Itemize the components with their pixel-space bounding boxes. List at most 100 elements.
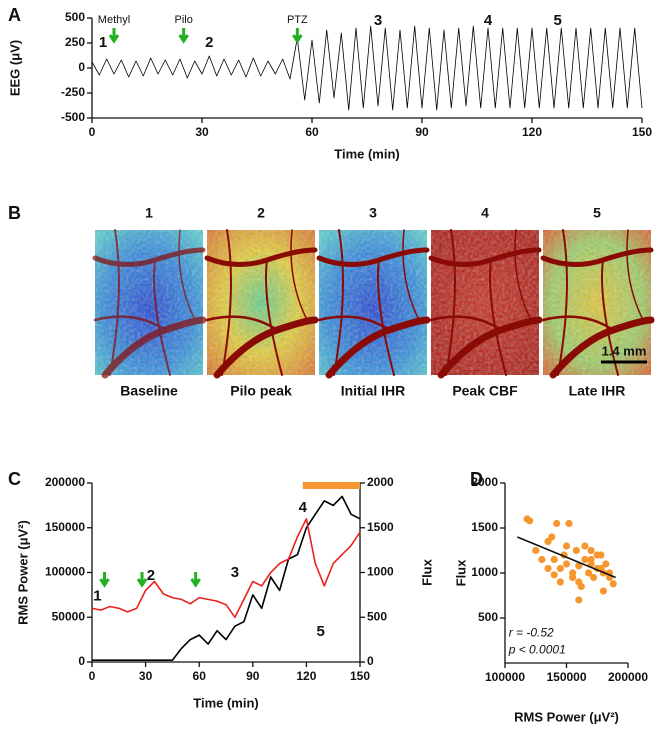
- image-panel: 1 2 3 4 5 Baseline Pilo peak Initial IHR…: [95, 205, 651, 399]
- annotation: Methyl: [98, 14, 130, 26]
- data-line: [91, 25, 643, 111]
- scatter-point: [585, 569, 593, 577]
- scatter-point: [538, 555, 546, 564]
- x-tick-label: 150: [350, 669, 370, 683]
- x-tick-label: 60: [193, 669, 207, 683]
- annotation: p < 0.0001: [508, 643, 566, 657]
- drug-arrow: [108, 28, 120, 44]
- scatter-point: [553, 519, 561, 528]
- scatter-point: [581, 555, 589, 564]
- scatter-point: [532, 546, 540, 555]
- event-arrow: [99, 572, 110, 588]
- image-caption: Pilo peak: [230, 383, 292, 399]
- x-axis-label: RMS Power (μV²): [514, 709, 619, 724]
- scatter-point: [550, 571, 558, 579]
- scale-bar-label: 1.4 mm: [602, 343, 647, 358]
- y2-tick-label: 500: [367, 609, 387, 623]
- y-tick-label: 1000: [471, 565, 498, 579]
- annotation: Pilo: [174, 14, 192, 26]
- scatter-point: [556, 564, 564, 573]
- image-number: 5: [593, 205, 601, 221]
- drug-arrow: [178, 28, 189, 44]
- scatter-point: [581, 542, 589, 550]
- y-tick-label: 100000: [45, 565, 85, 579]
- image-caption: Initial IHR: [341, 383, 406, 399]
- image-number: 4: [481, 205, 489, 221]
- x-tick-label: 150000: [546, 670, 586, 684]
- event-arrow: [136, 572, 148, 588]
- annotation: 2: [147, 567, 155, 584]
- annotation: 1: [99, 34, 107, 51]
- x-tick-label: 90: [415, 125, 429, 139]
- data-line: [92, 495, 361, 661]
- x-tick-label: 60: [305, 125, 319, 139]
- y-tick-label: 0: [78, 654, 85, 668]
- scatter-point: [575, 596, 583, 604]
- y2-axis-label: Flux: [419, 558, 434, 585]
- y-axis-label: RMS Power (μV²): [15, 520, 30, 625]
- x-tick-label: 30: [195, 125, 209, 139]
- scatter-point: [550, 555, 558, 564]
- flow-image: [543, 230, 651, 375]
- panel-label: D: [470, 469, 483, 489]
- y-axis-label: EEG (μV): [7, 40, 22, 96]
- annotation: 5: [553, 12, 561, 29]
- scatter-point: [575, 578, 583, 586]
- image-caption: Baseline: [120, 383, 178, 399]
- flow-image: [319, 230, 427, 375]
- y-axis-label: Flux: [453, 559, 468, 586]
- y2-tick-label: 1500: [367, 520, 394, 534]
- scatter-point: [587, 560, 595, 568]
- y-tick-label: 200000: [45, 475, 85, 489]
- x-tick-label: 120: [522, 125, 542, 139]
- annotation: 1: [93, 588, 101, 605]
- x-tick-label: 30: [139, 669, 153, 683]
- y-tick-label: 500: [65, 10, 85, 24]
- x-tick-label: 0: [89, 669, 96, 683]
- image-number: 3: [369, 205, 377, 221]
- scatter-point: [544, 564, 552, 573]
- y-tick-label: -250: [61, 85, 85, 99]
- y-tick-label: 250: [65, 35, 85, 49]
- annotation: 3: [374, 12, 382, 29]
- y-tick-label: 150000: [45, 520, 85, 534]
- scatter-point: [565, 519, 573, 528]
- annotation: PTZ: [287, 14, 308, 26]
- scatter-point: [562, 560, 571, 568]
- annotation: 4: [299, 499, 308, 516]
- scatter-point: [602, 560, 610, 568]
- x-tick-label: 0: [89, 125, 96, 139]
- x-tick-label: 100000: [485, 670, 525, 684]
- scatter-point: [587, 546, 595, 555]
- fit-line: [517, 536, 616, 579]
- scatter-point: [575, 562, 583, 570]
- x-axis-label: Time (min): [334, 146, 400, 161]
- y2-tick-label: 0: [367, 654, 374, 668]
- event-arrow: [190, 572, 201, 588]
- panel-label: C: [8, 469, 21, 489]
- image-number: 2: [257, 205, 265, 221]
- highlight-bar: [302, 482, 360, 489]
- annotation: 2: [205, 34, 213, 51]
- drug-arrow: [292, 28, 303, 44]
- x-axis-label: Time (min): [193, 695, 259, 710]
- annotation: r = -0.52: [509, 625, 554, 639]
- y-tick-label: 1500: [471, 520, 498, 534]
- y-tick-label: 2000: [471, 475, 498, 489]
- scatter-point: [572, 546, 580, 555]
- x-tick-label: 90: [246, 669, 260, 683]
- scatter-point: [609, 580, 617, 588]
- y-tick-label: 0: [78, 60, 85, 74]
- flow-image: [431, 230, 539, 375]
- image-caption: Late IHR: [569, 383, 626, 399]
- scatter-point: [556, 578, 564, 586]
- image-caption: Peak CBF: [452, 383, 518, 399]
- panel-label: A: [8, 5, 21, 25]
- y2-tick-label: 1000: [367, 565, 394, 579]
- scatter-point: [599, 587, 608, 595]
- annotation: 5: [317, 623, 325, 640]
- scatter-point: [562, 542, 571, 550]
- flow-image: [207, 230, 315, 375]
- scatter-point: [526, 517, 534, 525]
